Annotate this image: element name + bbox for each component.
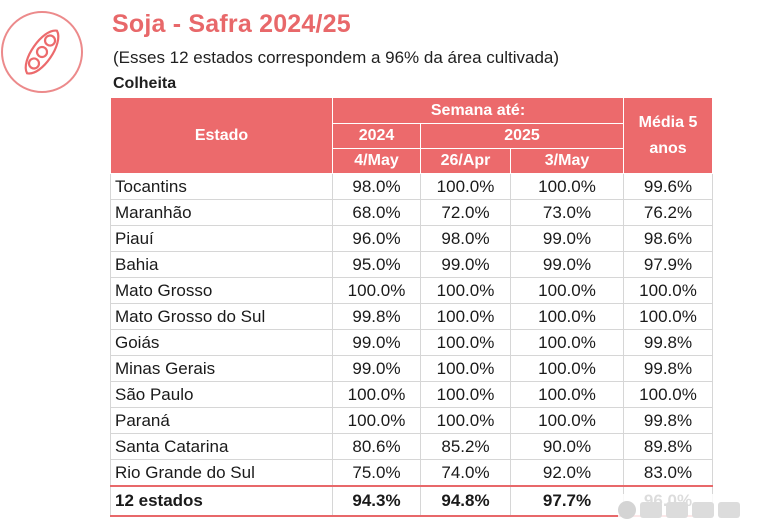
value-cell: 98.6% bbox=[623, 225, 714, 252]
value-cell: 99.8% bbox=[623, 355, 714, 382]
value-cell: 73.0% bbox=[509, 199, 625, 226]
table-row: Tocantins 98.0% 100.0% 100.0% 99.6% bbox=[110, 173, 714, 200]
table-row: Maranhão 68.0% 72.0% 73.0% 76.2% bbox=[110, 199, 714, 226]
total-row: 12 estados 94.3% 94.8% 97.7% 96.0% bbox=[110, 485, 714, 517]
header-year-2024: 2024 bbox=[332, 123, 421, 149]
value-cell: 98.0% bbox=[332, 173, 421, 200]
value-cell: 98.0% bbox=[420, 225, 511, 252]
value-cell: 100.0% bbox=[332, 407, 421, 434]
value-cell: 100.0% bbox=[509, 173, 625, 200]
value-cell: 99.0% bbox=[332, 355, 421, 382]
value-cell: 96.0% bbox=[332, 225, 421, 252]
value-cell: 100.0% bbox=[420, 329, 511, 356]
section-label: Colheita bbox=[113, 75, 177, 92]
table-row: Mato Grosso 100.0% 100.0% 100.0% 100.0% bbox=[110, 277, 714, 304]
value-cell: 68.0% bbox=[332, 199, 421, 226]
value-cell: 100.0% bbox=[420, 355, 511, 382]
value-cell: 99.8% bbox=[332, 303, 421, 330]
header-date-1: 4/May bbox=[332, 148, 421, 174]
value-cell: 92.0% bbox=[509, 459, 625, 487]
state-cell: Minas Gerais bbox=[110, 355, 333, 382]
value-cell: 85.2% bbox=[420, 433, 511, 460]
table-row: Mato Grosso do Sul 99.8% 100.0% 100.0% 100.0… bbox=[110, 303, 714, 330]
header-date-2: 26/Apr bbox=[420, 148, 511, 174]
state-cell: Mato Grosso do Sul bbox=[110, 303, 333, 330]
total-value: 94.8% bbox=[420, 485, 511, 517]
value-cell: 100.0% bbox=[420, 407, 511, 434]
value-cell: 100.0% bbox=[332, 381, 421, 408]
header-semana: Semana até: bbox=[331, 97, 625, 124]
watermark-icon bbox=[618, 501, 636, 519]
value-cell: 100.0% bbox=[509, 329, 625, 356]
value-cell: 100.0% bbox=[420, 381, 511, 408]
value-cell: 100.0% bbox=[509, 407, 625, 434]
page-title: Soja - Safra 2024/25 bbox=[112, 10, 351, 38]
table-row: Rio Grande do Sul 75.0% 74.0% 92.0% 83.0% bbox=[110, 459, 714, 487]
value-cell: 76.2% bbox=[623, 199, 714, 226]
total-value: 94.3% bbox=[332, 485, 421, 517]
soybean-pod-icon bbox=[1, 11, 83, 93]
value-cell: 80.6% bbox=[332, 433, 421, 460]
total-value: 97.7% bbox=[509, 485, 625, 517]
value-cell: 83.0% bbox=[623, 459, 714, 487]
state-cell: Piauí bbox=[110, 225, 333, 252]
value-cell: 89.8% bbox=[623, 433, 714, 460]
value-cell: 100.0% bbox=[509, 303, 625, 330]
table-row: Minas Gerais 99.0% 100.0% 100.0% 99.8% bbox=[110, 355, 714, 382]
state-cell: São Paulo bbox=[110, 381, 333, 408]
state-cell: Rio Grande do Sul bbox=[110, 459, 333, 487]
value-cell: 99.0% bbox=[509, 251, 625, 278]
value-cell: 72.0% bbox=[420, 199, 511, 226]
value-cell: 99.8% bbox=[623, 329, 714, 356]
header-year-2025: 2025 bbox=[419, 123, 625, 149]
value-cell: 95.0% bbox=[332, 251, 421, 278]
value-cell: 75.0% bbox=[332, 459, 421, 487]
value-cell: 100.0% bbox=[509, 355, 625, 382]
state-cell: Mato Grosso bbox=[110, 277, 333, 304]
value-cell: 100.0% bbox=[509, 277, 625, 304]
value-cell: 74.0% bbox=[420, 459, 511, 487]
total-label: 12 estados bbox=[110, 485, 333, 517]
table-row: São Paulo 100.0% 100.0% 100.0% 100.0% bbox=[110, 381, 714, 408]
table-row: Piauí 96.0% 98.0% 99.0% 98.6% bbox=[110, 225, 714, 252]
state-cell: Santa Catarina bbox=[110, 433, 333, 460]
value-cell: 100.0% bbox=[623, 303, 714, 330]
table-row: Bahia 95.0% 99.0% 99.0% 97.9% bbox=[110, 251, 714, 278]
value-cell: 100.0% bbox=[332, 277, 421, 304]
value-cell: 99.0% bbox=[420, 251, 511, 278]
table-row: Santa Catarina 80.6% 85.2% 90.0% 89.8% bbox=[110, 433, 714, 460]
harvest-table: Estado Semana até: Média 5 anos 2024 202… bbox=[110, 97, 714, 517]
state-cell: Goiás bbox=[110, 329, 333, 356]
value-cell: 99.0% bbox=[332, 329, 421, 356]
header-date-3: 3/May bbox=[509, 148, 625, 174]
value-cell: 99.0% bbox=[509, 225, 625, 252]
watermark bbox=[618, 494, 750, 526]
value-cell: 100.0% bbox=[420, 173, 511, 200]
header-estado: Estado bbox=[110, 97, 333, 174]
value-cell: 97.9% bbox=[623, 251, 714, 278]
value-cell: 100.0% bbox=[623, 277, 714, 304]
value-cell: 99.8% bbox=[623, 407, 714, 434]
header-media: Média 5 anos bbox=[623, 97, 714, 174]
state-cell: Maranhão bbox=[110, 199, 333, 226]
value-cell: 100.0% bbox=[509, 381, 625, 408]
value-cell: 100.0% bbox=[623, 381, 714, 408]
state-cell: Bahia bbox=[110, 251, 333, 278]
value-cell: 100.0% bbox=[420, 277, 511, 304]
value-cell: 90.0% bbox=[509, 433, 625, 460]
state-cell: Tocantins bbox=[110, 173, 333, 200]
state-cell: Paraná bbox=[110, 407, 333, 434]
value-cell: 99.6% bbox=[623, 173, 714, 200]
table-row: Goiás 99.0% 100.0% 100.0% 99.8% bbox=[110, 329, 714, 356]
table-row: Paraná 100.0% 100.0% 100.0% 99.8% bbox=[110, 407, 714, 434]
page-subtitle: (Esses 12 estados correspondem a 96% da … bbox=[113, 48, 560, 67]
value-cell: 100.0% bbox=[420, 303, 511, 330]
